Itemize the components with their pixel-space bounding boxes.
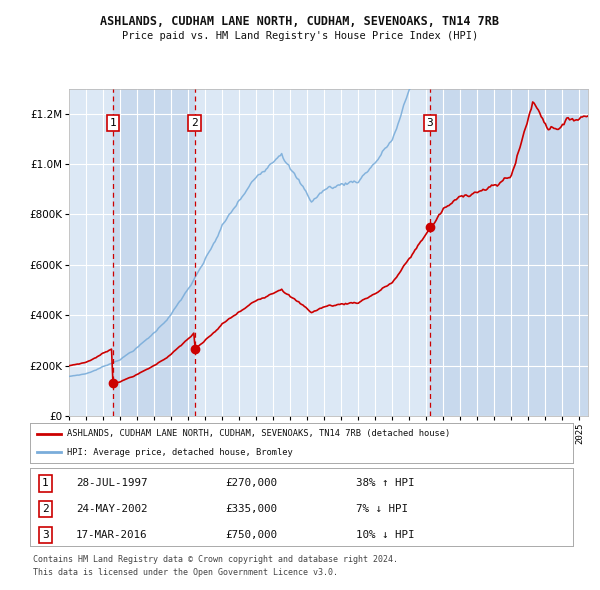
Text: 2: 2 (42, 504, 49, 514)
Text: 24-MAY-2002: 24-MAY-2002 (76, 504, 148, 514)
Text: HPI: Average price, detached house, Bromley: HPI: Average price, detached house, Brom… (67, 448, 293, 457)
Text: 10% ↓ HPI: 10% ↓ HPI (356, 530, 415, 540)
Text: Price paid vs. HM Land Registry's House Price Index (HPI): Price paid vs. HM Land Registry's House … (122, 31, 478, 41)
Text: 3: 3 (42, 530, 49, 540)
Bar (113, 88, 194, 416)
Text: 28-JUL-1997: 28-JUL-1997 (76, 478, 148, 489)
Text: £335,000: £335,000 (226, 504, 277, 514)
Text: ASHLANDS, CUDHAM LANE NORTH, CUDHAM, SEVENOAKS, TN14 7RB: ASHLANDS, CUDHAM LANE NORTH, CUDHAM, SEV… (101, 15, 499, 28)
Text: Contains HM Land Registry data © Crown copyright and database right 2024.: Contains HM Land Registry data © Crown c… (33, 555, 398, 563)
Text: 3: 3 (427, 118, 433, 128)
Text: 1: 1 (42, 478, 49, 489)
Text: This data is licensed under the Open Government Licence v3.0.: This data is licensed under the Open Gov… (33, 568, 338, 576)
Bar (69, 88, 113, 416)
Text: 38% ↑ HPI: 38% ↑ HPI (356, 478, 415, 489)
Text: 17-MAR-2016: 17-MAR-2016 (76, 530, 148, 540)
Text: 1: 1 (109, 118, 116, 128)
Bar (194, 88, 430, 416)
Bar (430, 88, 588, 416)
Text: £270,000: £270,000 (226, 478, 277, 489)
Text: 2: 2 (191, 118, 198, 128)
Text: ASHLANDS, CUDHAM LANE NORTH, CUDHAM, SEVENOAKS, TN14 7RB (detached house): ASHLANDS, CUDHAM LANE NORTH, CUDHAM, SEV… (67, 430, 450, 438)
Text: £750,000: £750,000 (226, 530, 277, 540)
Text: 7% ↓ HPI: 7% ↓ HPI (356, 504, 408, 514)
